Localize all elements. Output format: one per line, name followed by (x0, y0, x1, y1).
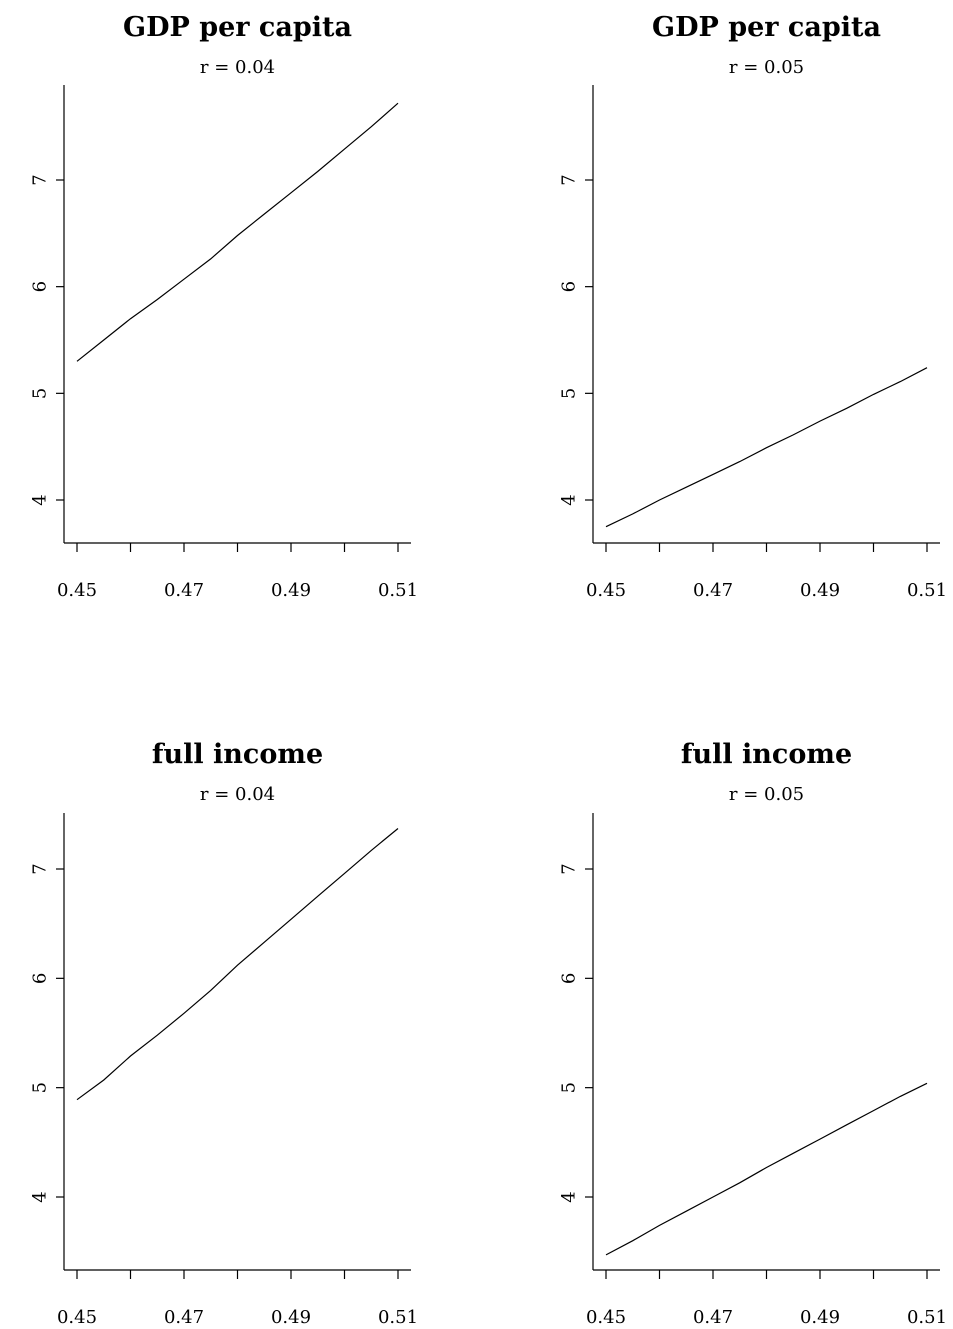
x-tick-label: 0.47 (693, 1307, 733, 1328)
x-tick-label: 0.49 (800, 580, 840, 601)
y-tick-label: 6 (30, 281, 51, 292)
x-tick-label: 0.51 (378, 580, 418, 601)
series-line-1 (605, 1082, 928, 1256)
y-tick-label: 7 (559, 863, 580, 874)
y-tick-label: 4 (30, 1191, 51, 1202)
y-tick-label: 7 (559, 174, 580, 185)
x-tick-label: 0.49 (271, 1307, 311, 1328)
x-tick-label: 0.47 (164, 580, 204, 601)
x-tick-label: 0.45 (586, 1307, 626, 1328)
y-tick-label: 6 (30, 973, 51, 984)
x-tick-label: 0.51 (378, 1307, 418, 1328)
y-tick-label: 5 (559, 388, 580, 399)
x-tick-label: 0.45 (57, 1307, 97, 1328)
x-tick-label: 0.51 (907, 1307, 947, 1328)
y-tick-label: 5 (30, 1082, 51, 1093)
chart-subtitle: r = 0.04 (200, 57, 275, 78)
y-tick-label: 4 (559, 1191, 580, 1202)
y-tick-label: 7 (30, 863, 51, 874)
x-tick-label: 0.47 (164, 1307, 204, 1328)
y-tick-label: 5 (559, 1082, 580, 1093)
x-tick-label: 0.49 (800, 1307, 840, 1328)
y-tick-label: 5 (30, 388, 51, 399)
chart-panel-3: full income r = 0.04 4 5 6 7 0.45 0.47 0.49 0.51 (30, 739, 419, 1328)
chart-title: GDP per capita (123, 12, 352, 43)
y-tick-label: 6 (559, 973, 580, 984)
series-line-1 (76, 102, 399, 362)
y-tick-label: 6 (559, 281, 580, 292)
chart-subtitle: r = 0.05 (729, 57, 804, 78)
chart-subtitle: r = 0.05 (729, 784, 804, 805)
y-tick-label: 4 (30, 494, 51, 505)
chart-panel-1: GDP per capita r = 0.04 4 5 6 7 0.45 0.47 0.49 0.… (30, 12, 419, 601)
chart-panel-4: full income r = 0.05 4 5 6 7 0.45 0.47 0.49 0.51 (559, 739, 948, 1328)
y-tick-label: 4 (559, 494, 580, 505)
chart-title: full income (681, 739, 852, 770)
series-line-1 (605, 367, 928, 528)
chart-title: full income (152, 739, 323, 770)
x-tick-label: 0.51 (907, 580, 947, 601)
series-line-1 (76, 828, 399, 1101)
chart-subtitle: r = 0.04 (200, 784, 275, 805)
x-tick-label: 0.47 (693, 580, 733, 601)
x-tick-label: 0.45 (586, 580, 626, 601)
chart-panel-2: GDP per capita r = 0.05 4 5 6 7 0.45 0.47 0.49 0.… (559, 12, 948, 601)
x-tick-label: 0.49 (271, 580, 311, 601)
chart-title: GDP per capita (652, 12, 881, 43)
y-tick-label: 7 (30, 174, 51, 185)
x-tick-label: 0.45 (57, 580, 97, 601)
